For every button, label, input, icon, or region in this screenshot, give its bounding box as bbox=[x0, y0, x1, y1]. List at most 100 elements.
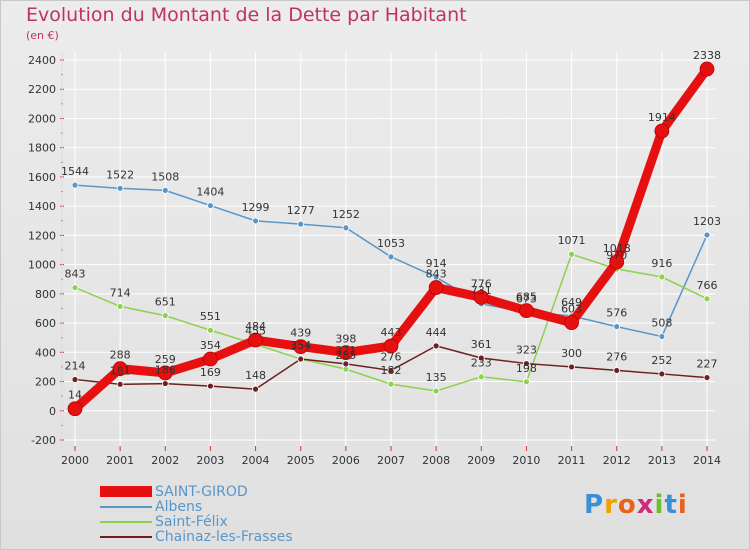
point-saint-felix bbox=[703, 295, 711, 303]
data-label-saint-girod: 354 bbox=[200, 339, 221, 352]
point-saint-girod bbox=[112, 361, 128, 377]
point-chainaz-les-frasses bbox=[568, 363, 575, 371]
data-label-saint-felix: 135 bbox=[426, 371, 447, 384]
data-label-saint-girod: 1914 bbox=[648, 111, 676, 124]
data-label-albens: 508 bbox=[651, 317, 672, 330]
y-tick-label: 1400 bbox=[28, 200, 56, 213]
x-tick-label: 2001 bbox=[106, 454, 134, 467]
data-label-saint-girod: 398 bbox=[335, 333, 356, 346]
point-saint-girod bbox=[338, 345, 354, 361]
y-tick-label: 1000 bbox=[28, 259, 56, 272]
point-saint-girod bbox=[383, 338, 399, 354]
y-tick-label: 1600 bbox=[28, 171, 56, 184]
point-saint-felix bbox=[568, 250, 575, 258]
x-tick-label: 2009 bbox=[467, 454, 495, 467]
point-chainaz-les-frasses bbox=[252, 385, 259, 393]
data-label-albens: 1522 bbox=[106, 168, 134, 181]
point-chainaz-les-frasses bbox=[432, 342, 440, 350]
legend-label-chainaz-les-frasses: Chainaz-les-Frasses bbox=[155, 529, 293, 545]
legend-swatch-chainaz-les-frasses bbox=[100, 536, 152, 538]
data-label-saint-girod: 14 bbox=[68, 389, 82, 402]
chart-unit-label: (en €) bbox=[26, 29, 59, 42]
data-label-saint-girod: 776 bbox=[471, 277, 492, 290]
y-tick-label: 2400 bbox=[28, 54, 56, 67]
x-tick-label: 2011 bbox=[558, 454, 586, 467]
point-albens bbox=[207, 202, 214, 209]
data-label-chainaz-les-frasses: 321 bbox=[335, 344, 356, 357]
data-label-saint-girod: 2338 bbox=[693, 49, 721, 62]
data-label-saint-felix: 970 bbox=[606, 249, 627, 262]
data-label-saint-felix: 182 bbox=[381, 364, 402, 377]
data-label-saint-felix: 285 bbox=[335, 349, 356, 362]
x-tick-label: 2014 bbox=[693, 454, 721, 467]
x-tick-label: 2004 bbox=[242, 454, 270, 467]
data-label-albens: 1299 bbox=[242, 201, 270, 214]
point-saint-felix bbox=[207, 326, 214, 334]
point-albens bbox=[342, 224, 350, 232]
y-tick-label: 1200 bbox=[28, 229, 56, 242]
data-label-saint-felix: 916 bbox=[651, 257, 672, 270]
data-label-chainaz-les-frasses: 276 bbox=[381, 350, 402, 363]
data-label-chainaz-les-frasses: 181 bbox=[110, 364, 131, 377]
x-tick-label: 2007 bbox=[377, 454, 405, 467]
data-label-saint-girod: 484 bbox=[245, 320, 266, 333]
data-label-saint-girod: 439 bbox=[290, 327, 311, 340]
data-label-albens: 576 bbox=[606, 307, 627, 320]
data-label-saint-felix: 843 bbox=[65, 268, 86, 281]
data-label-chainaz-les-frasses: 227 bbox=[697, 358, 718, 371]
y-tick-label: 800 bbox=[35, 288, 56, 301]
data-label-albens: 731 bbox=[471, 284, 492, 297]
legend-swatch-saint-girod bbox=[100, 486, 152, 497]
y-tick-label: 2000 bbox=[28, 112, 56, 125]
x-tick-label: 2003 bbox=[196, 454, 224, 467]
point-saint-felix bbox=[658, 273, 666, 281]
point-albens bbox=[613, 323, 621, 330]
data-label-chainaz-les-frasses: 276 bbox=[606, 350, 627, 363]
data-label-saint-felix: 455 bbox=[245, 324, 266, 337]
x-tick-label: 2013 bbox=[648, 454, 676, 467]
y-tick-label: -200 bbox=[31, 434, 56, 447]
point-saint-girod bbox=[564, 315, 579, 331]
point-saint-girod bbox=[609, 254, 625, 270]
point-saint-felix bbox=[523, 378, 530, 386]
point-chainaz-les-frasses bbox=[342, 360, 350, 368]
data-label-saint-girod: 259 bbox=[155, 353, 176, 366]
point-saint-girod bbox=[428, 280, 444, 295]
point-saint-felix bbox=[387, 380, 395, 388]
data-label-saint-felix: 233 bbox=[471, 357, 492, 370]
data-label-albens: 914 bbox=[426, 257, 447, 270]
point-saint-girod bbox=[67, 401, 83, 417]
point-saint-girod bbox=[473, 289, 489, 305]
point-albens bbox=[703, 231, 711, 239]
point-chainaz-les-frasses bbox=[161, 380, 169, 387]
data-label-saint-felix: 1071 bbox=[558, 234, 586, 247]
point-saint-girod bbox=[157, 365, 173, 381]
y-tick-label: 200 bbox=[35, 376, 56, 389]
chart-title: Evolution du Montant de la Dette par Hab… bbox=[26, 4, 467, 26]
data-label-chainaz-les-frasses: 323 bbox=[516, 344, 537, 357]
point-chainaz-les-frasses bbox=[523, 360, 530, 367]
point-saint-girod bbox=[654, 123, 670, 139]
legend-swatch-saint-felix bbox=[100, 521, 152, 523]
data-label-albens: 1252 bbox=[332, 208, 360, 221]
data-label-albens: 1053 bbox=[377, 237, 405, 250]
point-chainaz-les-frasses bbox=[71, 376, 79, 383]
point-chainaz-les-frasses bbox=[207, 382, 214, 390]
data-label-albens: 673 bbox=[516, 292, 537, 305]
data-label-saint-girod: 443 bbox=[381, 326, 402, 339]
point-saint-felix bbox=[161, 312, 169, 320]
data-label-saint-girod: 685 bbox=[516, 291, 537, 304]
data-label-chainaz-les-frasses: 444 bbox=[426, 326, 447, 339]
data-label-chainaz-les-frasses: 252 bbox=[651, 354, 672, 367]
point-saint-felix bbox=[432, 387, 440, 395]
x-tick-label: 2006 bbox=[332, 454, 360, 467]
point-saint-girod bbox=[519, 303, 534, 319]
y-tick-label: 600 bbox=[35, 317, 56, 330]
data-label-saint-felix: 651 bbox=[155, 296, 176, 309]
data-label-saint-girod: 603 bbox=[561, 303, 582, 316]
x-tick-label: 2005 bbox=[287, 454, 315, 467]
data-label-saint-girod: 288 bbox=[110, 349, 131, 362]
point-saint-felix bbox=[71, 284, 79, 291]
data-label-albens: 1508 bbox=[151, 170, 179, 183]
